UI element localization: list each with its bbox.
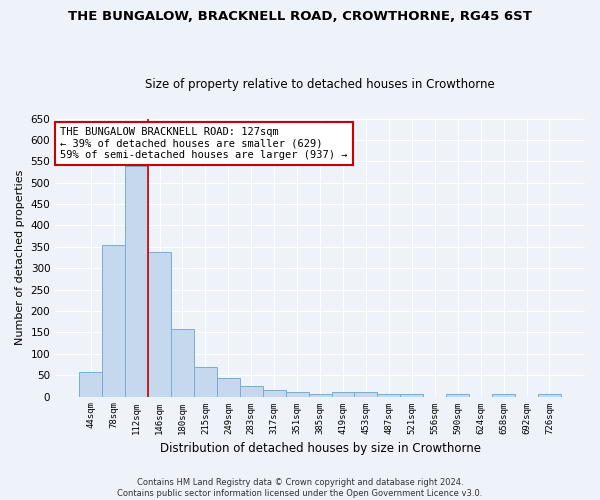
- Text: THE BUNGALOW BRACKNELL ROAD: 127sqm
← 39% of detached houses are smaller (629)
5: THE BUNGALOW BRACKNELL ROAD: 127sqm ← 39…: [61, 127, 348, 160]
- Text: THE BUNGALOW, BRACKNELL ROAD, CROWTHORNE, RG45 6ST: THE BUNGALOW, BRACKNELL ROAD, CROWTHORNE…: [68, 10, 532, 23]
- Bar: [286, 392, 308, 396]
- X-axis label: Distribution of detached houses by size in Crowthorne: Distribution of detached houses by size …: [160, 442, 481, 455]
- Bar: [263, 390, 286, 396]
- Bar: [308, 394, 332, 396]
- Bar: [217, 378, 240, 396]
- Bar: [492, 394, 515, 396]
- Bar: [377, 394, 400, 396]
- Bar: [194, 366, 217, 396]
- Bar: [332, 392, 355, 396]
- Bar: [125, 166, 148, 396]
- Bar: [446, 394, 469, 396]
- Bar: [102, 244, 125, 396]
- Y-axis label: Number of detached properties: Number of detached properties: [15, 170, 25, 345]
- Bar: [538, 394, 561, 396]
- Bar: [355, 392, 377, 396]
- Text: Contains HM Land Registry data © Crown copyright and database right 2024.
Contai: Contains HM Land Registry data © Crown c…: [118, 478, 482, 498]
- Bar: [400, 394, 423, 396]
- Bar: [171, 330, 194, 396]
- Bar: [240, 386, 263, 396]
- Bar: [79, 372, 102, 396]
- Title: Size of property relative to detached houses in Crowthorne: Size of property relative to detached ho…: [145, 78, 495, 91]
- Bar: [148, 252, 171, 396]
